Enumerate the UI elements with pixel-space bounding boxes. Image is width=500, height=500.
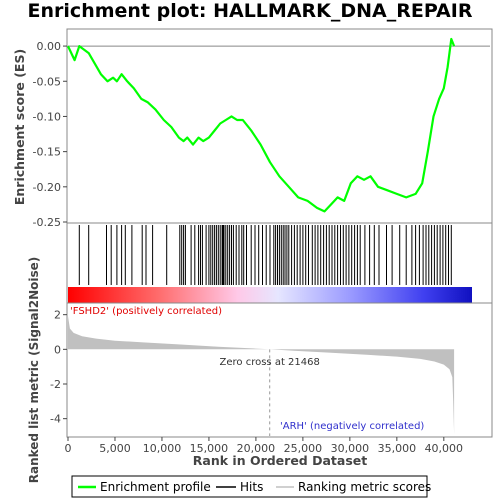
x-tick-label: 0 <box>65 442 72 455</box>
x-tick-label: 15,000 <box>190 442 229 455</box>
legend-hits-label: Hits <box>240 480 263 494</box>
x-tick-label: 25,000 <box>284 442 323 455</box>
zero-cross-label: Zero cross at 21468 <box>220 357 320 368</box>
positive-correlation-label: 'FSHD2' (positively correlated) <box>70 306 222 317</box>
metric-panel: 2 0 -2 -4 Zero cross at 21468 'FSHD2' (posi… <box>27 257 493 484</box>
es-tick-label: -0.20 <box>33 181 61 194</box>
x-tick-label: 30,000 <box>331 442 370 455</box>
hit-marks <box>78 225 452 285</box>
hits-panel <box>66 222 493 304</box>
metric-tick-label: 2 <box>54 309 61 322</box>
chart-title: Enrichment plot: HALLMARK_DNA_REPAIR <box>28 0 473 22</box>
legend-metric-label: Ranking metric scores <box>298 480 431 494</box>
x-tick-label: 5,000 <box>99 442 131 455</box>
x-axis-ticks: 0 5,000 10,000 15,000 20,000 25,000 30,000 35,0… <box>65 437 464 455</box>
legend: Enrichment profile Hits Ranking metric s… <box>71 475 431 498</box>
negative-correlation-label: 'ARH' (negatively correlated) <box>280 421 424 432</box>
es-tick-label: -0.10 <box>33 110 61 123</box>
x-tick-label: 10,000 <box>143 442 182 455</box>
ranking-metric-area <box>68 316 455 435</box>
legend-box <box>71 475 428 498</box>
es-y-axis-title: Enrichment score (ES) <box>12 49 27 205</box>
x-tick-label: 35,000 <box>378 442 417 455</box>
es-tick-label: -0.25 <box>33 216 61 229</box>
metric-panel-frame <box>66 302 493 438</box>
enrichment-profile-line <box>67 37 456 213</box>
es-y-ticks: 0.00 -0.05 -0.10 -0.15 -0.20 -0.25 <box>33 40 67 229</box>
es-panel-frame <box>66 28 493 224</box>
x-axis-title: Rank in Ordered Dataset <box>193 453 367 468</box>
metric-tick-label: -4 <box>50 413 61 426</box>
legend-enrichment-label: Enrichment profile <box>100 480 211 494</box>
metric-y-axis-title: Ranked list metric (Signal2Noise) <box>27 257 41 484</box>
es-panel: 0.00 -0.05 -0.10 -0.15 -0.20 -0.25 Enrichment… <box>12 28 493 229</box>
rank-color-bar <box>68 287 472 303</box>
es-tick-label: -0.15 <box>33 146 61 159</box>
es-tick-label: -0.05 <box>33 75 61 88</box>
metric-y-ticks: 2 0 -2 -4 <box>50 309 67 426</box>
x-tick-label: 20,000 <box>237 442 276 455</box>
metric-tick-label: -2 <box>50 378 61 391</box>
es-tick-label: 0.00 <box>37 40 62 53</box>
x-tick-label: 40,000 <box>425 442 464 455</box>
metric-tick-label: 0 <box>54 343 61 356</box>
